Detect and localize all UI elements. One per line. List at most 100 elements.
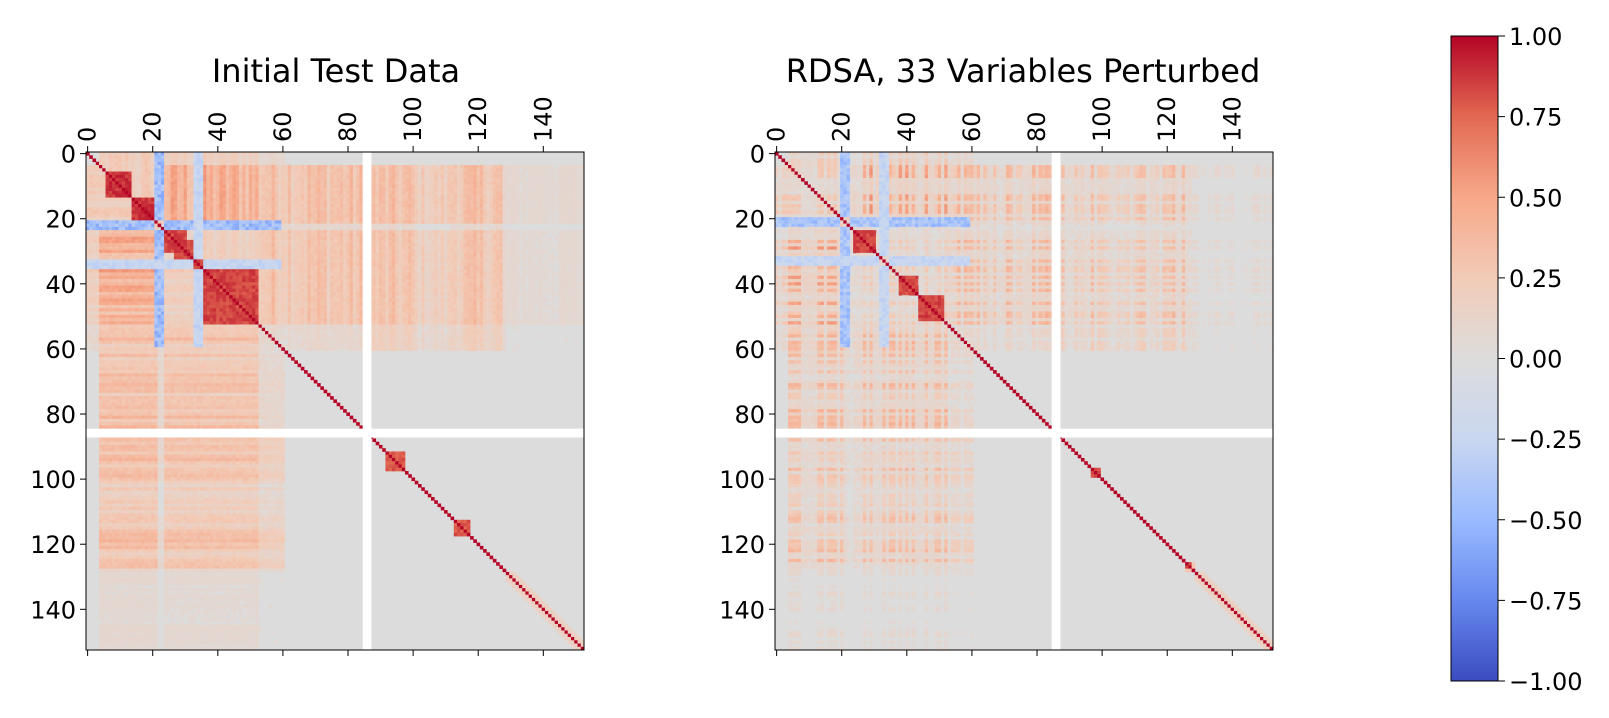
heatmap-cell (541, 207, 546, 211)
heatmap-cell (466, 246, 471, 250)
heatmap-cell (447, 184, 451, 189)
heatmap-cell (375, 174, 380, 179)
heatmap-cell (95, 181, 100, 185)
heatmap-cell (518, 220, 523, 224)
heatmap-cell (522, 200, 526, 205)
heatmap-cell (268, 249, 272, 254)
heatmap-cell (131, 158, 136, 163)
heatmap-cell (300, 171, 305, 176)
heatmap-cell (216, 262, 220, 267)
heatmap-cell (121, 191, 126, 195)
heatmap-cell (190, 246, 194, 250)
heatmap-cell (209, 155, 214, 159)
heatmap-cell (574, 256, 578, 260)
heatmap-cell (437, 239, 442, 244)
heatmap-cell (268, 252, 272, 257)
heatmap-cell (492, 210, 497, 215)
heatmap-cell (460, 236, 464, 241)
heatmap-cell (418, 262, 422, 267)
heatmap-cell (170, 171, 175, 176)
heatmap-cell (492, 230, 497, 234)
heatmap-cell (437, 236, 442, 241)
heatmap-cell (427, 249, 432, 254)
heatmap-cell (317, 168, 321, 172)
heatmap-cell (352, 171, 357, 176)
heatmap-cell (391, 265, 396, 270)
heatmap-cell (418, 220, 422, 224)
heatmap-cell (209, 158, 214, 163)
heatmap-cell (434, 259, 438, 264)
heatmap-cell (118, 269, 123, 273)
heatmap-cell (492, 181, 497, 185)
heatmap-cell (489, 184, 494, 189)
heatmap-cell (245, 220, 250, 224)
heatmap-cell (92, 243, 97, 247)
heatmap-cell (177, 174, 181, 179)
heatmap-cell (235, 194, 240, 198)
heatmap-cell (313, 243, 318, 247)
heatmap-cell (235, 168, 240, 172)
heatmap-cell (183, 152, 188, 156)
heatmap-cell (265, 161, 269, 166)
heatmap-cell (294, 233, 298, 237)
heatmap-cell (287, 181, 292, 185)
heatmap-cell (551, 181, 556, 185)
heatmap-cell (170, 207, 175, 211)
heatmap-cell (525, 217, 530, 221)
heatmap-cell (278, 181, 282, 185)
heatmap-cell (466, 168, 471, 172)
heatmap-cell (541, 210, 546, 215)
heatmap-cell (238, 226, 243, 231)
heatmap-cell (121, 239, 126, 244)
heatmap-cell (232, 174, 237, 179)
heatmap-cell (535, 233, 539, 237)
heatmap-cell (199, 226, 204, 231)
heatmap-cell (404, 187, 409, 192)
heatmap-cell (313, 262, 318, 267)
heatmap-cell (567, 174, 572, 179)
heatmap-cell (356, 249, 360, 254)
heatmap-cell (173, 200, 178, 205)
heatmap-cell (466, 210, 471, 215)
heatmap-cell (444, 246, 448, 250)
heatmap-cell (164, 252, 168, 257)
heatmap-cell (522, 197, 526, 202)
heatmap-cell (108, 226, 113, 231)
heatmap-cell (173, 213, 178, 218)
heatmap-cell (333, 184, 337, 189)
heatmap-cell (170, 158, 175, 163)
heatmap-cell (557, 210, 562, 215)
heatmap-cell (170, 210, 175, 215)
heatmap-cell (544, 265, 549, 270)
heatmap-cell (203, 168, 207, 172)
heatmap-cell (535, 168, 539, 172)
heatmap-cell (414, 178, 419, 182)
heatmap-cell (141, 236, 145, 241)
heatmap-cell (346, 246, 350, 250)
heatmap-cell (89, 171, 93, 176)
heatmap-cell (248, 200, 253, 205)
heatmap-cell (118, 259, 123, 264)
heatmap-cell (414, 194, 419, 198)
heatmap-cell (92, 265, 97, 270)
heatmap-cell (232, 158, 237, 163)
heatmap-cell (121, 262, 126, 267)
heatmap-cell (343, 213, 347, 218)
heatmap-cell (248, 174, 253, 179)
heatmap-cell (183, 233, 188, 237)
heatmap-cell (271, 152, 276, 156)
heatmap-cell (349, 171, 354, 176)
heatmap-cell (102, 262, 106, 267)
heatmap-cell (502, 233, 507, 237)
heatmap-cell (300, 223, 305, 228)
heatmap-cell (219, 226, 224, 231)
heatmap-cell (141, 174, 145, 179)
heatmap-cell (418, 239, 422, 244)
heatmap-cell (274, 213, 279, 218)
heatmap-cell (212, 158, 217, 163)
heatmap-cell (219, 239, 224, 244)
heatmap-cell (512, 194, 516, 198)
heatmap-cell (232, 168, 237, 172)
heatmap-cell (92, 256, 97, 260)
heatmap-cell (307, 220, 311, 224)
